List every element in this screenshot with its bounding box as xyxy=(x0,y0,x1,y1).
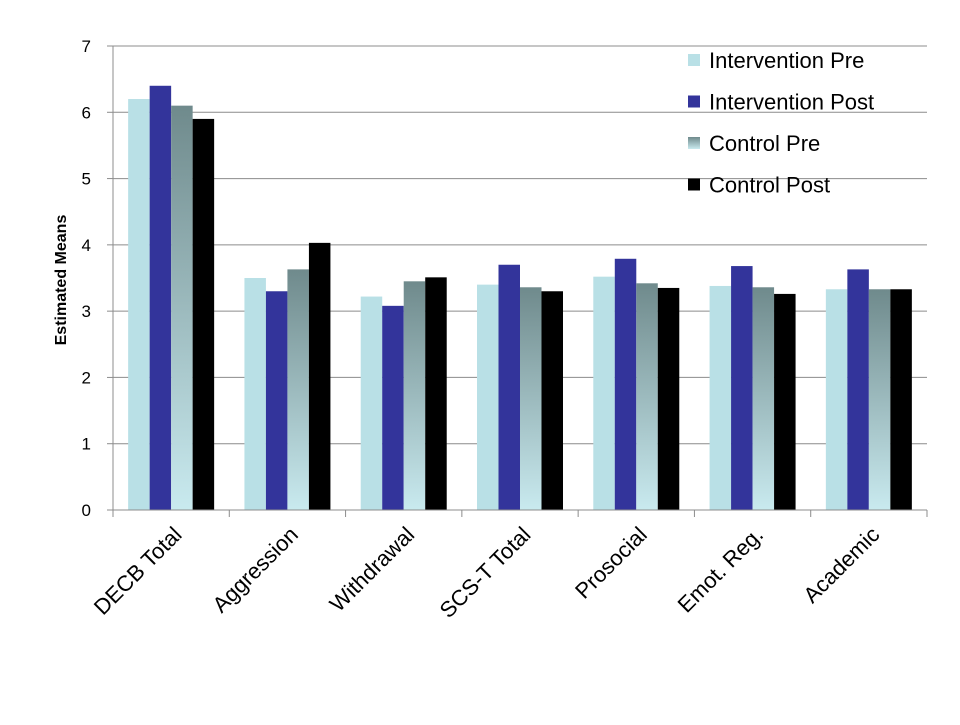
bar-control-pre xyxy=(403,281,426,510)
bar-control-pre xyxy=(287,269,309,510)
bar-intervention-post xyxy=(498,264,520,510)
y-tick-label: 0 xyxy=(82,501,91,520)
y-tick-label: 7 xyxy=(82,37,91,56)
bar-control-pre xyxy=(636,283,658,510)
bar-control-post xyxy=(541,291,563,510)
bar-control-pre xyxy=(171,105,193,511)
bar-intervention-post xyxy=(382,305,404,510)
legend-label: Intervention Post xyxy=(709,90,874,115)
bar-control-post xyxy=(192,118,215,511)
x-tick-label: Academic xyxy=(798,522,884,608)
x-tick-label: Emot. Reg. xyxy=(673,522,768,617)
y-tick-label: 4 xyxy=(82,236,91,255)
bar-intervention-post xyxy=(847,269,869,510)
bar-control-post xyxy=(890,289,912,510)
bar-control-post xyxy=(308,242,331,510)
legend-swatch xyxy=(688,178,700,191)
bar-intervention-pre xyxy=(128,99,150,511)
bars xyxy=(128,85,912,511)
bar-control-pre xyxy=(868,289,891,510)
legend-swatch xyxy=(688,137,700,149)
bar-intervention-pre xyxy=(593,276,615,510)
bar-intervention-post xyxy=(731,266,753,510)
bar-intervention-post xyxy=(614,258,637,510)
x-tick-label: SCS-T Total xyxy=(435,522,536,623)
bar-intervention-pre xyxy=(709,285,732,510)
bar-intervention-pre xyxy=(360,296,383,510)
bar-intervention-pre xyxy=(825,289,848,510)
x-tick-label: Withdrawal xyxy=(325,522,420,617)
legend-label: Control Pre xyxy=(709,131,820,156)
x-tick-label: Aggression xyxy=(207,522,303,618)
legend-label: Intervention Pre xyxy=(709,48,864,73)
y-tick-label: 6 xyxy=(82,103,91,122)
bar-control-post xyxy=(425,277,447,510)
y-tick-label: 5 xyxy=(82,170,91,189)
legend-swatch xyxy=(688,54,700,66)
bar-control-post xyxy=(774,293,796,510)
bar-control-pre xyxy=(520,287,542,510)
y-axis-label: Estimated Means xyxy=(53,215,70,346)
legend-swatch xyxy=(688,95,700,108)
bar-intervention-pre xyxy=(477,284,499,510)
legend-label: Control Post xyxy=(709,173,830,198)
legend: Intervention Pre Intervention Post Control… xyxy=(688,48,874,198)
bar-intervention-post xyxy=(149,85,172,511)
bar-intervention-pre xyxy=(244,278,266,510)
y-tick-label: 3 xyxy=(82,302,91,321)
y-tick-label: 1 xyxy=(82,435,91,454)
x-tick-label: DECB Total xyxy=(89,522,187,620)
x-tick-label: Prosocial xyxy=(570,522,652,604)
y-tick-label: 2 xyxy=(82,368,91,387)
bar-control-post xyxy=(657,287,680,510)
bar-intervention-post xyxy=(265,291,288,510)
bar-control-pre xyxy=(752,287,775,510)
